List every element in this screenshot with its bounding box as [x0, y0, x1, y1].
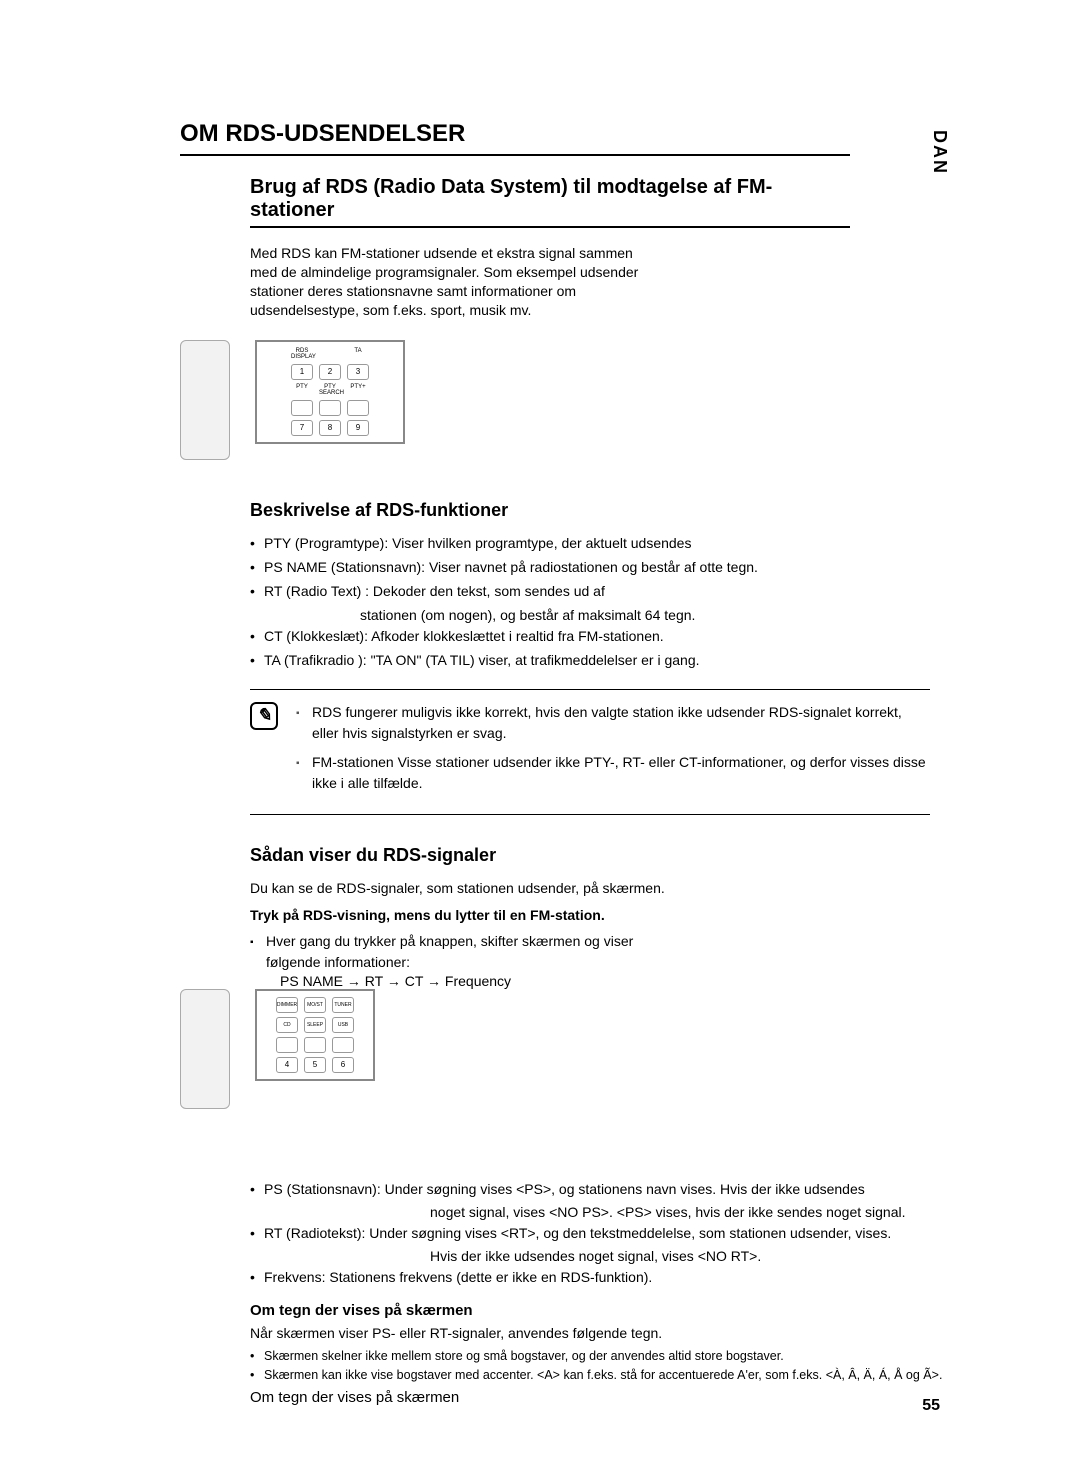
remote-button: 6	[332, 1057, 354, 1073]
button-zoom-panel: DIMMER MO/ST TUNER CD SLEEP USB 4 5 6	[255, 989, 375, 1081]
description-list-cont: CT (Klokkeslæt): Afkoder klokkeslættet i…	[250, 626, 950, 671]
btn-label: TA	[347, 348, 369, 360]
list-item: Frekvens: Stationens frekvens (dette er …	[250, 1267, 930, 1288]
list-item: PS NAME (Stationsnavn): Viser navnet på …	[250, 557, 950, 578]
remote-button	[332, 1037, 354, 1053]
note-item: RDS fungerer muligvis ikke korrekt, hvis…	[296, 702, 930, 744]
chars-intro: Når skærmen viser PS- eller RT-signaler,…	[250, 1323, 950, 1344]
button-zoom-panel: RDS DISPLAY TA 1 2 3 PTY PTY SEARCH PTY+…	[255, 340, 405, 444]
list-item: Hver gang du trykker på knappen, skifter…	[250, 931, 670, 973]
note-icon: ✎	[250, 702, 278, 730]
chars-list: Skærmen skelner ikke mellem store og små…	[250, 1348, 950, 1385]
remote-button	[276, 1037, 298, 1053]
list-continuation: noget signal, vises <NO PS>. <PS> vises,…	[250, 1202, 950, 1223]
show-instruction: Tryk på RDS-visning, mens du lytter til …	[250, 907, 950, 923]
remote-button	[291, 400, 313, 416]
btn-label: RDS DISPLAY	[291, 348, 313, 360]
btn-label	[319, 348, 341, 360]
list-item: RT (Radiotekst): Under søgning vises <RT…	[250, 1223, 930, 1244]
remote-button: 2	[319, 364, 341, 380]
detail-list: RT (Radiotekst): Under søgning vises <RT…	[250, 1223, 930, 1244]
list-item: PS (Stationsnavn): Under søgning vises <…	[250, 1179, 930, 1200]
section-title: OM RDS-UDSENDELSER	[180, 120, 850, 156]
remote-figure-2: DIMMER MO/ST TUNER CD SLEEP USB 4 5 6	[180, 989, 420, 1119]
page-number: 55	[922, 1397, 940, 1415]
note-block: ✎ RDS fungerer muligvis ikke korrekt, hv…	[250, 689, 930, 815]
remote-button: DIMMER	[276, 997, 298, 1013]
remote-button: CD	[276, 1017, 298, 1033]
note-item: FM-stationen Visse stationer udsender ik…	[296, 752, 930, 794]
remote-button: 9	[347, 420, 369, 436]
remote-button: 4	[276, 1057, 298, 1073]
language-tab: DAN	[929, 130, 950, 175]
remote-button	[304, 1037, 326, 1053]
remote-button: 7	[291, 420, 313, 436]
detail-list: Frekvens: Stationens frekvens (dette er …	[250, 1267, 930, 1288]
remote-button: USB	[332, 1017, 354, 1033]
list-item: Skærmen skelner ikke mellem store og små…	[250, 1348, 950, 1366]
heading-description: Beskrivelse af RDS-funktioner	[250, 500, 950, 521]
remote-button: 5	[304, 1057, 326, 1073]
show-bullet-list: Hver gang du trykker på knappen, skifter…	[250, 931, 670, 973]
btn-label: PTY+	[347, 384, 369, 396]
subtitle-rds-usage: Brug af RDS (Radio Data System) til modt…	[250, 176, 850, 228]
remote-figure-1: RDS DISPLAY TA 1 2 3 PTY PTY SEARCH PTY+…	[180, 340, 420, 470]
remote-button: MO/ST	[304, 997, 326, 1013]
remote-button: 8	[319, 420, 341, 436]
list-item: RT (Radio Text) : Dekoder den tekst, som…	[250, 581, 950, 602]
remote-button	[319, 400, 341, 416]
remote-button: SLEEP	[304, 1017, 326, 1033]
show-intro: Du kan se de RDS-signaler, som stationen…	[250, 878, 950, 899]
list-item: Skærmen kan ikke vise bogstaver med acce…	[250, 1367, 950, 1385]
chars-heading: Om tegn der vises på skærmen	[250, 1302, 950, 1319]
list-item: PTY (Programtype): Viser hvilken program…	[250, 533, 950, 554]
remote-button: 3	[347, 364, 369, 380]
list-continuation: Hvis der ikke udsendes noget signal, vis…	[250, 1246, 950, 1267]
chars-footer: Om tegn der vises på skærmen	[250, 1387, 950, 1410]
btn-label: PTY	[291, 384, 313, 396]
intro-paragraph: Med RDS kan FM-stationer udsende et ekst…	[250, 244, 660, 320]
btn-label: PTY SEARCH	[319, 384, 341, 396]
list-continuation: stationen (om nogen), og består af maksi…	[250, 605, 950, 626]
remote-button: TUNER	[332, 997, 354, 1013]
description-list: PTY (Programtype): Viser hvilken program…	[250, 533, 950, 602]
remote-button: 1	[291, 364, 313, 380]
list-item: CT (Klokkeslæt): Afkoder klokkeslættet i…	[250, 626, 950, 647]
remote-outline-icon	[180, 340, 230, 460]
remote-outline-icon	[180, 989, 230, 1109]
list-item: TA (Trafikradio ): "TA ON" (TA TIL) vise…	[250, 650, 950, 671]
heading-show-signals: Sådan viser du RDS-signaler	[250, 845, 950, 866]
sequence-line: PS NAME → RT → CT → Frequency	[250, 973, 950, 989]
detail-list: PS (Stationsnavn): Under søgning vises <…	[250, 1179, 930, 1200]
remote-button	[347, 400, 369, 416]
